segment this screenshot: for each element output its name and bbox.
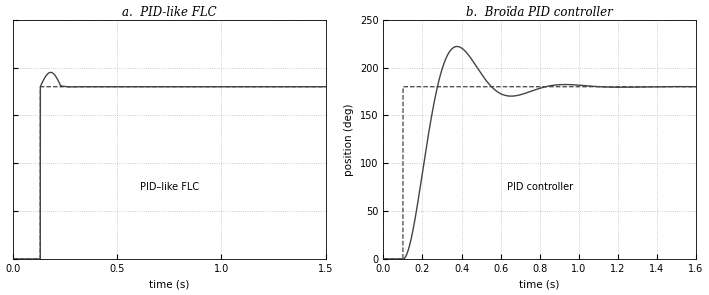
X-axis label: time (s): time (s): [520, 279, 560, 289]
X-axis label: time (s): time (s): [149, 279, 189, 289]
Text: PID controller: PID controller: [506, 182, 573, 192]
Title: a.  PID-like FLC: a. PID-like FLC: [122, 6, 217, 19]
Title: b.  Broïda PID controller: b. Broïda PID controller: [467, 6, 613, 19]
Y-axis label: position (deg): position (deg): [345, 103, 354, 176]
Text: PID–like FLC: PID–like FLC: [140, 182, 199, 192]
